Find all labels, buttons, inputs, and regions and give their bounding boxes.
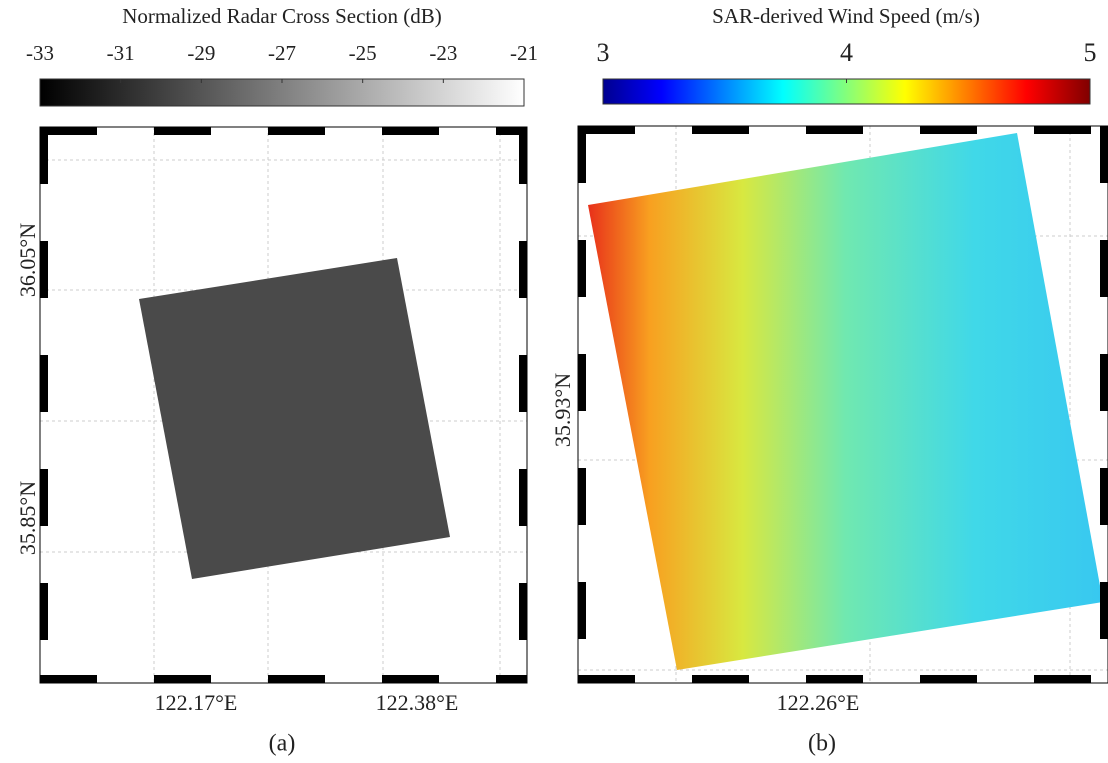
frame-tick	[382, 127, 439, 135]
frame-tick	[496, 675, 527, 683]
colorbar-title: Normalized Radar Cross Section (dB)	[122, 4, 442, 28]
frame-tick	[40, 469, 48, 526]
frame-tick	[920, 126, 977, 134]
frame-tick	[382, 675, 439, 683]
frame-tick	[692, 126, 749, 134]
frame-tick	[692, 675, 749, 683]
frame-tick	[1100, 240, 1108, 297]
colorbar-tick-label: 3	[597, 38, 610, 67]
frame-tick	[519, 355, 527, 412]
caption: (b)	[808, 731, 836, 757]
colorbar-title: SAR-derived Wind Speed (m/s)	[712, 4, 980, 28]
frame-tick	[1034, 126, 1091, 134]
frame-tick	[1100, 126, 1108, 183]
lon-label: 122.26°E	[777, 690, 860, 715]
frame-tick	[40, 127, 97, 135]
colorbar-tick-label: -31	[107, 41, 135, 65]
sar-image	[139, 258, 450, 579]
frame-tick	[40, 241, 48, 298]
frame-tick	[578, 582, 586, 639]
frame-tick	[519, 241, 527, 298]
frame-tick	[40, 355, 48, 412]
frame-tick	[578, 126, 635, 134]
frame-tick	[578, 126, 586, 183]
frame-tick	[1100, 354, 1108, 411]
frame-tick	[519, 583, 527, 640]
frame-tick	[920, 675, 977, 683]
colorbar-tick-label: -25	[349, 41, 377, 65]
frame-tick	[806, 126, 863, 134]
frame-tick	[519, 469, 527, 526]
frame-tick	[40, 583, 48, 640]
frame-tick	[496, 127, 527, 135]
frame-tick	[806, 675, 863, 683]
frame-tick	[268, 675, 325, 683]
lat-label: 36.05°N	[15, 223, 40, 297]
frame-tick	[40, 675, 97, 683]
frame-tick	[519, 127, 527, 184]
colorbar	[39, 78, 525, 107]
colorbar-tick-label: -27	[268, 41, 296, 65]
lat-label: 35.93°N	[550, 373, 575, 447]
lon-label: 122.17°E	[155, 690, 238, 715]
colorbar-tick-label: -33	[26, 41, 54, 65]
caption: (a)	[269, 731, 296, 757]
lon-label: 122.38°E	[376, 690, 459, 715]
colorbar-tick-label: -21	[510, 41, 538, 65]
colorbar-tick-label: -29	[187, 41, 215, 65]
colorbar-tick-label: -23	[429, 41, 457, 65]
colorbar-tick-label: 5	[1084, 38, 1097, 67]
colorbar	[602, 78, 1091, 105]
lat-label: 35.85°N	[15, 481, 40, 555]
frame-tick	[1100, 468, 1108, 525]
frame-tick	[268, 127, 325, 135]
frame-tick	[1034, 675, 1091, 683]
frame-tick	[578, 675, 635, 683]
frame-tick	[154, 675, 211, 683]
frame-tick	[154, 127, 211, 135]
frame-tick	[578, 240, 586, 297]
frame-tick	[578, 468, 586, 525]
colorbar-tick-label: 4	[840, 38, 853, 67]
frame-tick	[1100, 582, 1108, 639]
frame-tick	[40, 127, 48, 184]
wind-field	[588, 133, 1103, 670]
frame-tick	[578, 354, 586, 411]
